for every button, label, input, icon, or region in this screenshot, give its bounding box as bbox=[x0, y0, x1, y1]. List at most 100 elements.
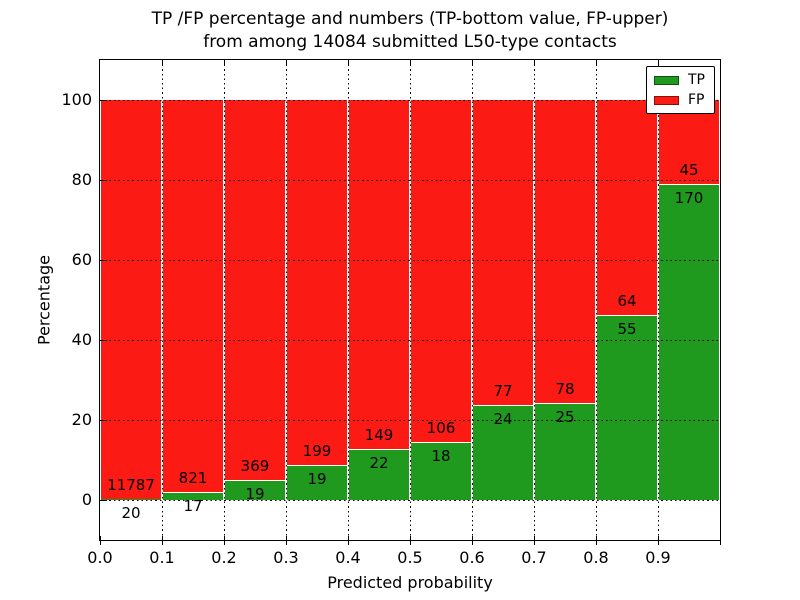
bar-fp-count-label: 45 bbox=[679, 160, 699, 179]
gridline-vertical bbox=[657, 60, 659, 540]
y-tick-label: 40 bbox=[71, 330, 92, 349]
bar-fp-count-label: 77 bbox=[493, 381, 513, 400]
plot-area: TP FP 11787 20 821 17 369 19 199 19 149 22 106 18 77 2… bbox=[99, 59, 721, 541]
x-axis-top-tick bbox=[657, 60, 659, 65]
gridline-horizontal bbox=[100, 499, 720, 501]
x-tick-label: 0.1 bbox=[149, 548, 175, 567]
fp-swatch-icon bbox=[654, 95, 679, 105]
bar-fp-count-label: 369 bbox=[240, 457, 270, 476]
x-axis-tick bbox=[595, 536, 597, 545]
bar-fp-segment bbox=[101, 100, 161, 500]
x-tick-label: 0.9 bbox=[645, 548, 671, 567]
bar-group bbox=[410, 100, 472, 500]
bar-group bbox=[224, 100, 286, 500]
bar-tp-segment bbox=[225, 480, 285, 500]
y-axis-tick bbox=[100, 499, 107, 501]
x-tick-label: 0.3 bbox=[273, 548, 299, 567]
gridline-vertical bbox=[285, 60, 287, 540]
tp-swatch-icon bbox=[654, 75, 679, 85]
bar-fp-segment bbox=[225, 100, 285, 481]
bar-group bbox=[348, 100, 410, 500]
bar-tp-count-label: 25 bbox=[555, 407, 575, 426]
legend-label: FP bbox=[688, 92, 705, 108]
y-tick-label: 0 bbox=[81, 490, 92, 509]
bar-tp-segment bbox=[287, 465, 347, 500]
x-axis-top-tick bbox=[285, 60, 287, 65]
bar-fp-count-label: 106 bbox=[426, 418, 456, 437]
gridline-vertical bbox=[533, 60, 535, 540]
gridline-horizontal bbox=[100, 179, 720, 181]
bar-fp-segment bbox=[597, 100, 657, 316]
bar-tp-segment bbox=[349, 448, 409, 500]
x-tick-label: 0.5 bbox=[397, 548, 423, 567]
y-axis-tick bbox=[100, 99, 107, 101]
bar-tp-count-label: 18 bbox=[431, 446, 451, 465]
gridline-vertical bbox=[161, 60, 163, 540]
bar-fp-count-label: 149 bbox=[364, 425, 394, 444]
bar-tp-segment bbox=[659, 183, 719, 500]
gridline-vertical bbox=[347, 60, 349, 540]
x-axis-tick bbox=[657, 536, 659, 545]
bar-fp-count-label: 821 bbox=[178, 468, 208, 487]
bar-fp-count-label: 199 bbox=[302, 442, 332, 461]
bar-tp-count-label: 20 bbox=[121, 504, 141, 523]
x-tick-label: 0.4 bbox=[335, 548, 361, 567]
bar-group bbox=[596, 100, 658, 500]
gridline-horizontal bbox=[100, 419, 720, 421]
bar-tp-count-label: 170 bbox=[674, 188, 704, 207]
x-axis-tick bbox=[99, 536, 101, 545]
y-axis-tick bbox=[100, 419, 107, 421]
bar-fp-count-label: 64 bbox=[617, 292, 637, 311]
x-axis-tick bbox=[471, 536, 473, 545]
bar-fp-segment bbox=[473, 100, 533, 405]
x-axis-tick bbox=[533, 536, 535, 545]
chart-title-line1: TP /FP percentage and numbers (TP-bottom… bbox=[151, 9, 669, 29]
bar-group bbox=[658, 100, 720, 500]
gridline-vertical bbox=[409, 60, 411, 540]
legend: TP FP bbox=[646, 66, 715, 114]
y-tick-label: 100 bbox=[61, 90, 92, 109]
y-axis-tick bbox=[100, 259, 107, 261]
y-axis-tick bbox=[100, 179, 107, 181]
legend-item: FP bbox=[654, 93, 707, 107]
bar-tp-count-label: 22 bbox=[369, 453, 389, 472]
gridline-vertical bbox=[595, 60, 597, 540]
x-axis-tick bbox=[285, 536, 287, 545]
bar-group bbox=[162, 100, 224, 500]
legend-label: TP bbox=[688, 72, 705, 88]
y-tick-label: 60 bbox=[71, 250, 92, 269]
bar-tp-count-label: 19 bbox=[245, 485, 265, 504]
bar-tp-segment bbox=[411, 441, 471, 500]
x-tick-label: 0.8 bbox=[583, 548, 609, 567]
bar-fp-count-label: 78 bbox=[555, 379, 575, 398]
bar-fp-segment bbox=[287, 100, 347, 466]
y-tick-label: 80 bbox=[71, 170, 92, 189]
y-axis-tick bbox=[100, 339, 107, 341]
bar-tp-segment bbox=[163, 491, 223, 500]
gridline-horizontal bbox=[100, 339, 720, 341]
x-axis-top-tick bbox=[595, 60, 597, 65]
bar-fp-segment bbox=[349, 100, 409, 449]
x-axis-top-tick bbox=[409, 60, 411, 65]
bar-fp-segment bbox=[411, 100, 471, 442]
bar-group bbox=[472, 100, 534, 500]
x-axis-label: Predicted probability bbox=[327, 573, 493, 592]
bar-group bbox=[534, 100, 596, 500]
gridline-horizontal bbox=[100, 99, 720, 101]
x-tick-label: 0.7 bbox=[521, 548, 547, 567]
bar-group bbox=[286, 100, 348, 500]
x-tick-label: 0.0 bbox=[87, 548, 113, 567]
bar-fp-segment bbox=[163, 100, 223, 492]
x-tick-label: 0.2 bbox=[211, 548, 237, 567]
bar-tp-segment bbox=[597, 315, 657, 500]
chart-title-line2: from among 14084 submitted L50-type cont… bbox=[203, 32, 617, 52]
x-axis-tick bbox=[161, 536, 163, 545]
bar-tp-segment bbox=[473, 404, 533, 500]
x-axis-tick bbox=[347, 536, 349, 545]
chart-title: TP /FP percentage and numbers (TP-bottom… bbox=[100, 8, 720, 54]
bar-fp-count-label: 11787 bbox=[107, 476, 155, 495]
x-axis-tick bbox=[223, 536, 225, 545]
bar-tp-count-label: 55 bbox=[617, 320, 637, 339]
legend-item: TP bbox=[654, 73, 707, 87]
